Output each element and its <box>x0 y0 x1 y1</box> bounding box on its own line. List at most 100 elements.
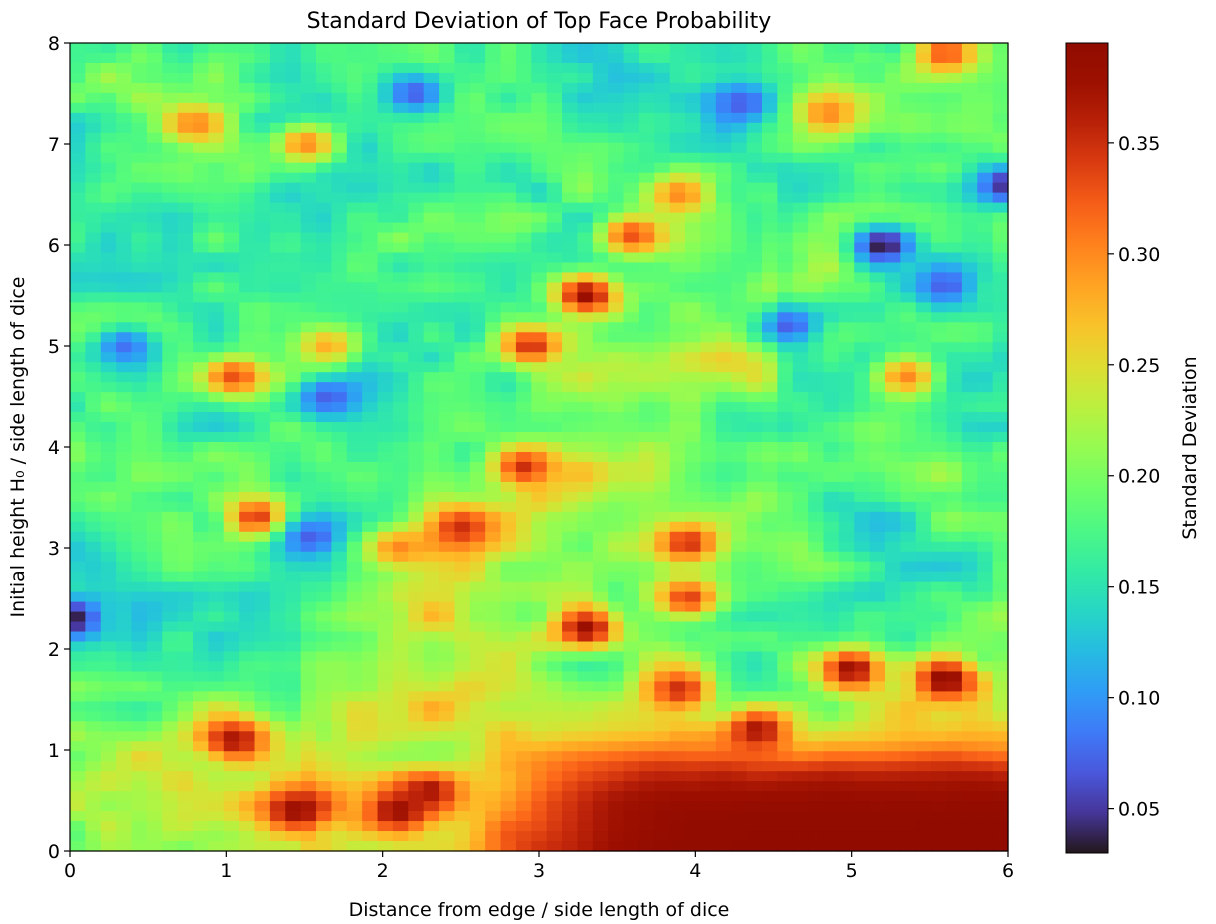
heatmap-cell <box>300 262 317 274</box>
heatmap-cell <box>731 162 748 174</box>
heatmap-cell <box>300 631 317 643</box>
heatmap-cell <box>300 541 317 553</box>
heatmap-cell <box>408 142 425 154</box>
heatmap-cell <box>731 601 748 613</box>
heatmap-cell <box>946 352 963 363</box>
heatmap-cell <box>346 451 363 463</box>
heatmap-cell <box>761 811 778 822</box>
heatmap-cell <box>485 122 502 134</box>
heatmap-cell <box>777 142 794 154</box>
heatmap-cell <box>823 332 840 343</box>
heatmap-cell <box>823 82 840 94</box>
heatmap-cell <box>961 481 978 493</box>
heatmap-cell <box>223 362 240 373</box>
heatmap-cell <box>746 152 763 164</box>
heatmap-cell <box>792 691 809 702</box>
heatmap-cell <box>116 212 133 224</box>
heatmap-cell <box>992 751 1009 762</box>
heatmap-cell <box>638 272 655 284</box>
heatmap-cell <box>515 382 532 393</box>
heatmap-cell <box>931 122 948 134</box>
heatmap-cell <box>116 72 133 84</box>
heatmap-cell <box>592 681 609 692</box>
heatmap-cell <box>838 392 855 403</box>
heatmap-cell <box>715 122 732 134</box>
heatmap-cell <box>469 471 486 483</box>
heatmap-cell <box>331 811 348 822</box>
heatmap-cell <box>131 352 148 363</box>
heatmap-cell <box>162 302 179 313</box>
heatmap-cell <box>654 92 671 104</box>
heatmap-cell <box>731 312 748 323</box>
heatmap-cell <box>608 691 625 702</box>
heatmap-cell <box>992 262 1009 274</box>
heatmap-cell <box>577 402 594 413</box>
heatmap-cell <box>515 601 532 613</box>
heatmap-cell <box>823 511 840 523</box>
heatmap-cell <box>392 412 409 423</box>
heatmap-cell <box>592 671 609 683</box>
heatmap-cell <box>331 142 348 154</box>
heatmap-cell <box>638 611 655 623</box>
heatmap-cell <box>946 531 963 543</box>
heatmap-cell <box>546 521 563 533</box>
heatmap-cell <box>961 192 978 204</box>
heatmap-cell <box>669 771 686 782</box>
heatmap-cell <box>239 691 256 702</box>
heatmap-cell <box>792 222 809 234</box>
heatmap-cell <box>808 581 825 593</box>
heatmap-cell <box>100 471 117 483</box>
heatmap-cell <box>531 521 548 533</box>
heatmap-cell <box>654 631 671 643</box>
heatmap-cell <box>239 402 256 413</box>
heatmap-cell <box>469 591 486 603</box>
heatmap-cell <box>746 292 763 303</box>
heatmap-cell <box>931 551 948 563</box>
heatmap-cell <box>515 461 532 473</box>
heatmap-cell <box>70 202 86 214</box>
heatmap-cell <box>85 501 102 513</box>
heatmap-cell <box>70 641 86 653</box>
heatmap-cell <box>392 591 409 603</box>
heatmap-cell <box>392 801 409 812</box>
heatmap-cell <box>592 731 609 742</box>
heatmap-cell <box>900 711 917 722</box>
heatmap-cell <box>961 382 978 393</box>
heatmap-cell <box>685 741 702 752</box>
heatmap-cell <box>377 382 394 393</box>
heatmap-cell <box>254 561 271 573</box>
heatmap-cell <box>915 781 932 792</box>
heatmap-cell <box>992 242 1009 254</box>
heatmap-cell <box>485 841 502 852</box>
heatmap-cell <box>485 471 502 483</box>
heatmap-cell <box>592 43 609 54</box>
heatmap-cell <box>838 72 855 84</box>
heatmap-cell <box>469 681 486 692</box>
heatmap-cell <box>946 811 963 822</box>
heatmap-cell <box>746 272 763 284</box>
heatmap-cell <box>761 162 778 174</box>
heatmap-cell <box>900 841 917 852</box>
heatmap-cell <box>823 741 840 752</box>
heatmap-cell <box>223 412 240 423</box>
heatmap-cell <box>638 422 655 433</box>
heatmap-cell <box>454 451 471 463</box>
heatmap-cell <box>638 412 655 423</box>
heatmap-cell <box>838 561 855 573</box>
heatmap-cell <box>515 531 532 543</box>
heatmap-cell <box>392 681 409 692</box>
heatmap-cell <box>469 451 486 463</box>
heatmap-cell <box>884 402 901 413</box>
heatmap-cell <box>392 701 409 712</box>
heatmap-cell <box>531 481 548 493</box>
heatmap-cell <box>715 841 732 852</box>
heatmap-cell <box>70 372 86 383</box>
heatmap-cell <box>269 82 286 94</box>
heatmap-cell <box>992 721 1009 732</box>
heatmap-cell <box>254 52 271 64</box>
heatmap-cell <box>485 561 502 573</box>
heatmap-cell <box>669 112 686 124</box>
heatmap-cell <box>577 92 594 104</box>
heatmap-cell <box>300 811 317 822</box>
heatmap-cell <box>700 701 717 712</box>
